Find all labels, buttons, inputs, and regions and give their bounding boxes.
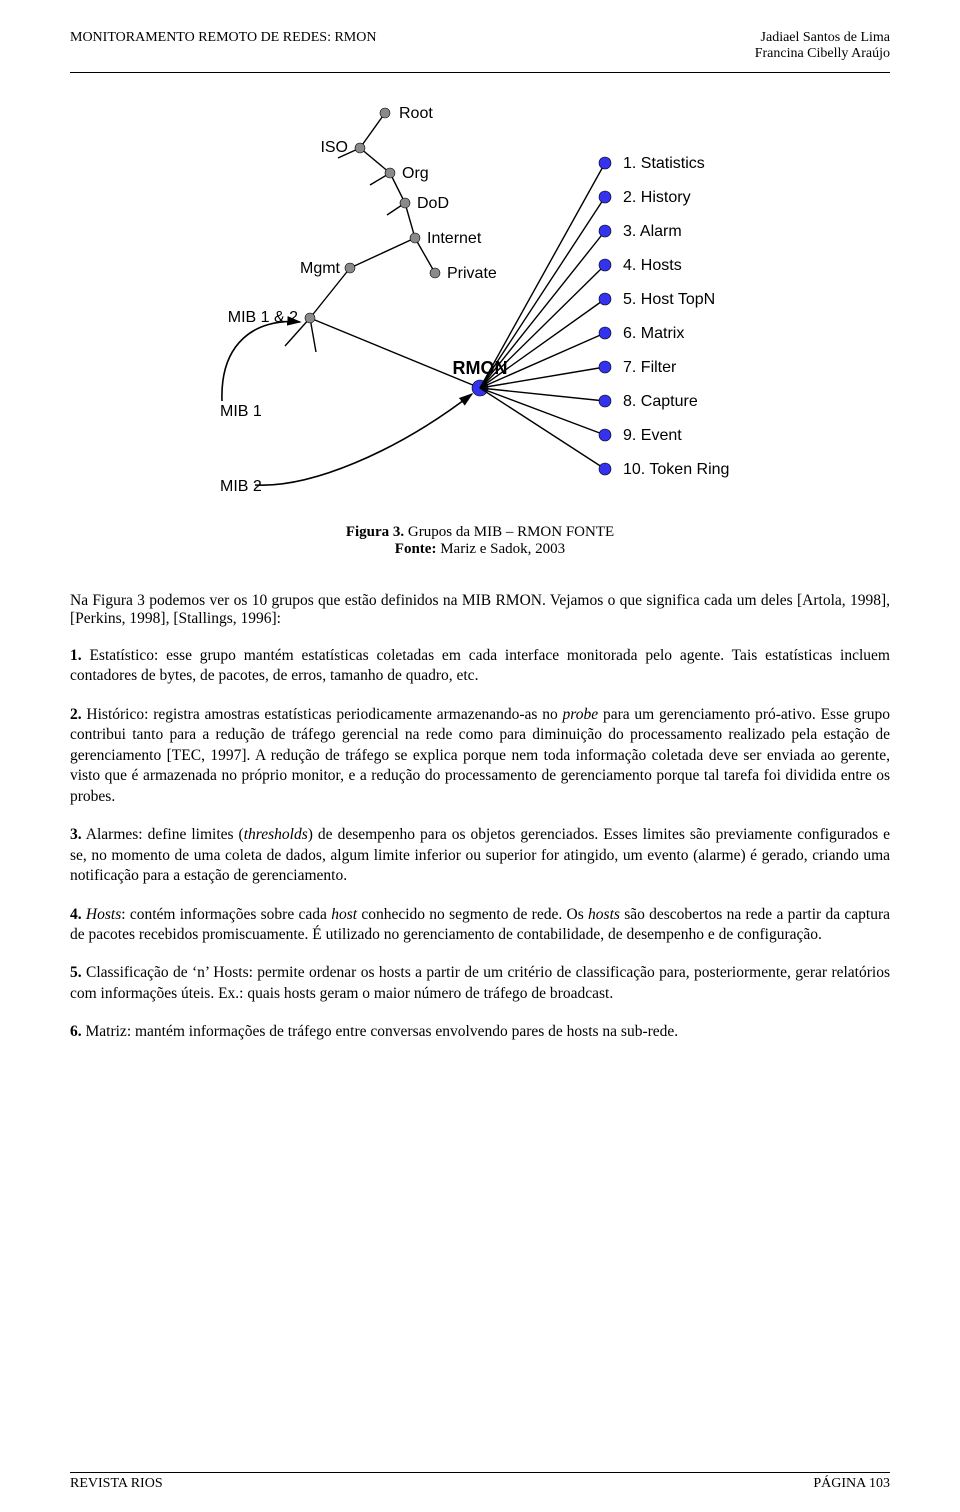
svg-text:2. History: 2. History [623,189,691,206]
svg-text:6. Matrix: 6. Matrix [623,325,684,342]
svg-text:Internet: Internet [427,230,482,247]
svg-text:Mgmt: Mgmt [300,260,341,277]
figure-caption-bold: Figura 3. [346,524,404,540]
mib-tree-diagram: Root ISO Org DoD Internet Mgmt Private MIB 1 & … [160,93,800,513]
svg-text:Org: Org [402,165,429,182]
figure-3: Root ISO Org DoD Internet Mgmt Private MIB 1 & … [70,93,890,558]
list-item: 4. Hosts: contém informações sobre cada … [70,905,890,946]
svg-text:4. Hosts: 4. Hosts [623,257,682,274]
footer-left: REVISTA RIOS [70,1476,163,1492]
author-2: Francina Cibelly Araújo [755,46,890,62]
svg-text:8. Capture: 8. Capture [623,393,698,410]
svg-text:ISO: ISO [320,139,348,156]
svg-text:9. Event: 9. Event [623,427,682,444]
svg-text:5. Host TopN: 5. Host TopN [623,291,715,308]
numbered-list: 1. Estatístico: esse grupo mantém estatí… [70,646,890,1043]
list-item: 3. Alarmes: define limites (thresholds) … [70,825,890,886]
list-item: 5. Classificação de ‘n’ Hosts: permite o… [70,963,890,1004]
author-1: Jadiael Santos de Lima [755,30,890,46]
svg-text:DoD: DoD [417,195,449,212]
intro-paragraph: Na Figura 3 podemos ver os 10 grupos que… [70,592,890,628]
svg-text:MIB 1: MIB 1 [220,403,262,420]
svg-text:Private: Private [447,265,497,282]
header-right: Jadiael Santos de Lima Francina Cibelly … [755,30,890,62]
figure-caption: Figura 3. Grupos da MIB – RMON FONTE Fon… [70,524,890,558]
svg-text:Root: Root [399,105,433,122]
svg-text:10. Token Ring: 10. Token Ring [623,461,729,478]
svg-text:1. Statistics: 1. Statistics [623,155,705,172]
page-header: MONITORAMENTO REMOTO DE REDES: RMON Jadi… [70,30,890,62]
list-item: 1. Estatístico: esse grupo mantém estatí… [70,646,890,687]
svg-text:MIB 1 & 2: MIB 1 & 2 [228,309,298,326]
figure-source-bold: Fonte: [395,541,440,557]
page-footer: REVISTA RIOS PÁGINA 103 [70,1472,890,1492]
list-item: 2. Histórico: registra amostras estatíst… [70,705,890,807]
svg-text:7. Filter: 7. Filter [623,359,677,376]
footer-right: PÁGINA 103 [813,1476,890,1492]
header-rule [70,72,890,73]
header-left: MONITORAMENTO REMOTO DE REDES: RMON [70,30,376,62]
figure-caption-text: Grupos da MIB – RMON FONTE [404,524,614,540]
svg-text:MIB 2: MIB 2 [220,478,262,495]
list-item: 6. Matriz: mantém informações de tráfego… [70,1022,890,1042]
figure-source-text: Mariz e Sadok, 2003 [440,541,565,557]
svg-text:3. Alarm: 3. Alarm [623,223,682,240]
